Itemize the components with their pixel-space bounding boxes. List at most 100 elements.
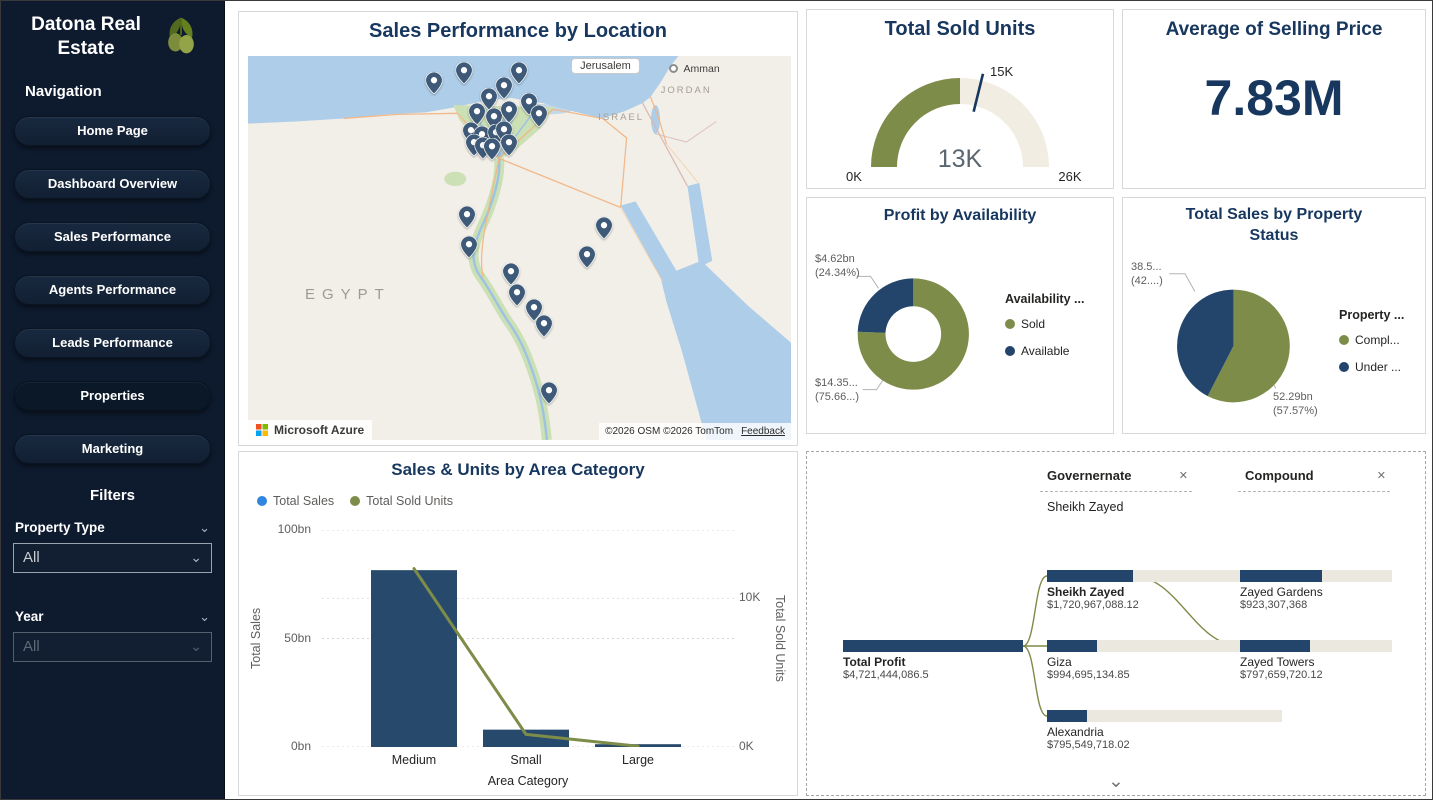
average-selling-price-card: Average of Selling Price 7.83M xyxy=(1122,9,1426,189)
map-pin[interactable] xyxy=(468,103,486,130)
map-pin[interactable] xyxy=(425,71,444,99)
tree-level-header-governernate: Governernate ✕ xyxy=(1040,468,1192,492)
legend-dot-icon xyxy=(350,496,361,506)
callout-percent: (42....) xyxy=(1131,275,1163,288)
map-area[interactable]: Jerusalem Amman ISRAEL JORDAN EGYPT Micr… xyxy=(248,56,791,440)
expand-chevron-icon[interactable]: ⌄ xyxy=(1108,771,1124,792)
map-copyright-text: ©2026 OSM ©2026 TomTom xyxy=(605,426,734,437)
map-pin[interactable] xyxy=(501,262,520,290)
gauge-target-label: 15K xyxy=(990,64,1013,79)
line-total-sold-units[interactable] xyxy=(412,567,640,747)
sidebar-item-leads-performance[interactable]: Leads Performance xyxy=(14,327,211,358)
map-pin[interactable] xyxy=(458,205,477,233)
tree-level-label: Compound xyxy=(1245,468,1314,483)
tree-node-value: $994,695,134.85 xyxy=(1047,669,1130,681)
tree-node-name: Giza xyxy=(1047,655,1072,669)
legend-item-completed[interactable]: Compl... xyxy=(1339,333,1404,347)
availability-donut-chart[interactable] xyxy=(807,238,1113,433)
legend-item-total-sold-units[interactable]: Total Sold Units xyxy=(350,494,453,508)
map-pins-layer xyxy=(248,56,791,440)
year-select[interactable]: All ⌄ xyxy=(13,631,212,662)
gauge-chart[interactable]: 0K 26K 15K 13K xyxy=(808,41,1112,183)
map-pin[interactable] xyxy=(480,87,498,115)
legend-item-sold[interactable]: Sold xyxy=(1005,317,1084,331)
year-value: All xyxy=(23,638,40,655)
remove-level-icon[interactable]: ✕ xyxy=(1178,470,1188,482)
gauge-panel: Total Sold Units 0K 26K 15K 13K xyxy=(806,9,1114,189)
legend-item-total-sales[interactable]: Total Sales xyxy=(257,494,334,508)
tree-node-giza[interactable]: Giza $994,695,134.85 xyxy=(1047,640,1282,681)
callout-leader-line xyxy=(862,377,885,391)
map-city-dot-amman xyxy=(668,64,678,74)
map-country-label-egypt: EGYPT xyxy=(305,286,391,304)
chevron-down-icon: ⌄ xyxy=(190,638,202,654)
sidebar-item-dashboard-overview[interactable]: Dashboard Overview xyxy=(14,168,211,199)
map-pin[interactable] xyxy=(500,100,518,128)
status-pie-chart[interactable] xyxy=(1123,250,1425,433)
pie-slice-compl[interactable] xyxy=(1207,289,1290,403)
sales-by-property-status-panel: Total Sales by Property Status 38.5... (… xyxy=(1122,197,1426,434)
tree-body: Governernate ✕ Compound ✕ Sheikh Zayed ⌄… xyxy=(807,452,1425,795)
map-feedback-link[interactable]: Feedback xyxy=(741,426,785,437)
callout-percent: (24.34%) xyxy=(815,267,860,280)
sidebar-item-marketing[interactable]: Marketing xyxy=(14,433,211,464)
tree-node-alexandria[interactable]: Alexandria $795,549,718.02 xyxy=(1047,710,1282,751)
gauge-max-label: 26K xyxy=(1058,169,1081,183)
map-pin[interactable] xyxy=(510,61,528,89)
tree-node-value: $4,721,444,086.5 xyxy=(843,669,929,681)
filter-property-type-header[interactable]: Property Type ⌄ xyxy=(15,520,210,536)
filter-property-type-label: Property Type xyxy=(15,520,105,535)
gauge-value-label: 13K xyxy=(938,145,983,173)
map-pin[interactable] xyxy=(483,138,502,165)
map-pin[interactable] xyxy=(455,61,473,89)
filters-heading: Filters xyxy=(89,486,135,504)
map-attribution-brand: Microsoft Azure xyxy=(248,420,373,440)
tree-connector xyxy=(1022,575,1048,647)
pie-slice-under[interactable] xyxy=(1177,289,1234,397)
map-pin[interactable] xyxy=(530,104,548,132)
tree-node-zayed-gardens[interactable]: Zayed Gardens $923,307,368 xyxy=(1240,570,1392,611)
tree-node-total-profit[interactable]: Total Profit $4,721,444,086.5 xyxy=(843,640,1023,681)
map-pin[interactable] xyxy=(507,283,526,311)
property-type-select[interactable]: All ⌄ xyxy=(13,542,212,573)
tree-node-sheikh-zayed[interactable]: Sheikh Zayed $1,720,967,088.12 xyxy=(1047,570,1282,611)
map-pin[interactable] xyxy=(578,245,596,273)
map-pin[interactable] xyxy=(495,76,514,104)
combo-chart-plot[interactable] xyxy=(322,530,734,747)
microsoft-logo-icon xyxy=(256,424,268,436)
pie-slice-available[interactable] xyxy=(857,278,914,333)
logo-block: Datona Real Estate xyxy=(1,1,224,65)
map-pin[interactable] xyxy=(594,216,613,244)
azure-brand-text: Microsoft Azure xyxy=(274,423,365,437)
sidebar-item-home-page[interactable]: Home Page xyxy=(14,115,211,146)
legend-label: Available xyxy=(1021,344,1070,358)
sidebar-item-agents-performance[interactable]: Agents Performance xyxy=(14,274,211,305)
tree-node-zayed-towers[interactable]: Zayed Towers $797,659,720.12 xyxy=(1240,640,1392,681)
map-attribution-copyright: ©2026 OSM ©2026 TomTom Feedback xyxy=(599,423,791,440)
x-tick-large: Large xyxy=(622,753,654,767)
map-pin[interactable] xyxy=(460,235,478,263)
bar-small[interactable] xyxy=(483,729,569,747)
callout-percent: (57.57%) xyxy=(1273,405,1318,418)
x-tick-medium: Medium xyxy=(391,753,437,767)
sidebar-item-sales-performance[interactable]: Sales Performance xyxy=(14,221,211,252)
availability-callout-sold: $14.35... (75.66...) xyxy=(815,376,859,405)
bar-medium[interactable] xyxy=(371,570,457,747)
gulf-of-suez xyxy=(620,201,679,282)
legend-item-available[interactable]: Available xyxy=(1005,344,1084,358)
map-pin[interactable] xyxy=(540,381,558,409)
filter-year-header[interactable]: Year ⌄ xyxy=(15,609,210,625)
tree-selected-value: Sheikh Zayed xyxy=(1047,500,1124,514)
dead-sea xyxy=(651,105,660,134)
sidebar-item-properties[interactable]: Properties xyxy=(14,380,211,411)
combo-title: Sales & Units by Area Category xyxy=(391,460,645,479)
map-pin[interactable] xyxy=(535,314,553,342)
availability-legend-title: Availability ... xyxy=(1005,292,1085,306)
pie-slice-sold[interactable] xyxy=(857,278,969,390)
legend-dot-icon xyxy=(1005,319,1015,329)
mediterranean-sea xyxy=(248,56,679,124)
legend-item-under[interactable]: Under ... xyxy=(1339,360,1404,374)
map-pin[interactable] xyxy=(500,133,518,161)
remove-level-icon[interactable]: ✕ xyxy=(1376,470,1386,482)
map-pin[interactable] xyxy=(525,298,543,326)
